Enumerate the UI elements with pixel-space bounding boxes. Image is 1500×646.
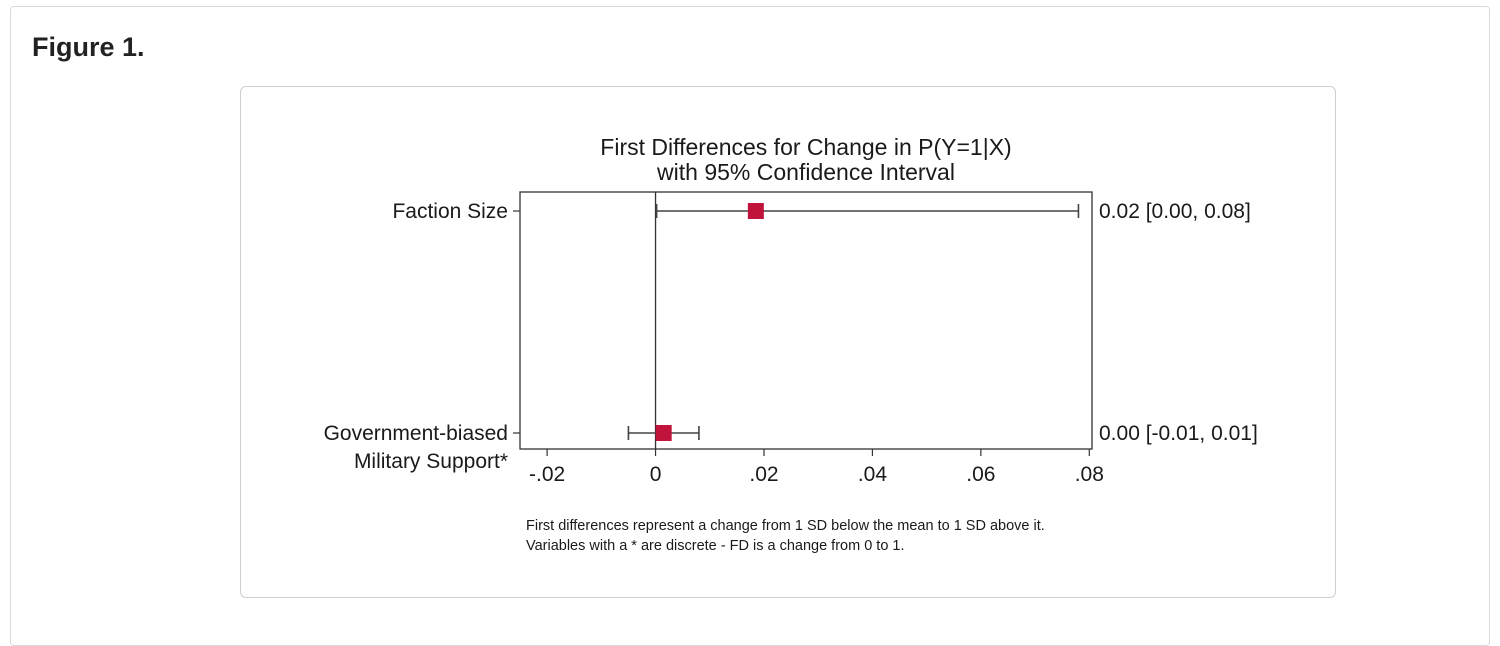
chart-note: First differences represent a change fro… xyxy=(526,518,1045,534)
x-tick-label: .06 xyxy=(966,463,995,486)
chart-note: Variables with a * are discrete - FD is … xyxy=(526,538,905,554)
y-category-label: Government-biased xyxy=(324,422,508,445)
plot-frame xyxy=(519,191,1093,450)
chart-title-line: with 95% Confidence Interval xyxy=(656,159,955,185)
chart-title-line: First Differences for Change in P(Y=1|X) xyxy=(600,134,1011,160)
x-tick-label: -.02 xyxy=(529,463,565,486)
x-tick-label: .08 xyxy=(1075,463,1104,486)
x-tick-label: .02 xyxy=(749,463,778,486)
chart-card: First Differences for Change in P(Y=1|X)… xyxy=(240,86,1336,598)
forest-plot: First Differences for Change in P(Y=1|X)… xyxy=(324,134,1258,554)
y-category-label: Faction Size xyxy=(392,200,508,223)
point-estimate-marker xyxy=(655,425,672,441)
point-estimate-marker xyxy=(747,203,764,219)
x-tick-label: 0 xyxy=(650,463,662,486)
x-tick-label: .04 xyxy=(858,463,888,486)
figure-label: Figure 1. xyxy=(32,32,145,62)
value-label: 0.02 [0.00, 0.08] xyxy=(1099,200,1251,223)
value-label: 0.00 [-0.01, 0.01] xyxy=(1099,422,1258,445)
y-category-label: Military Support* xyxy=(354,450,508,473)
